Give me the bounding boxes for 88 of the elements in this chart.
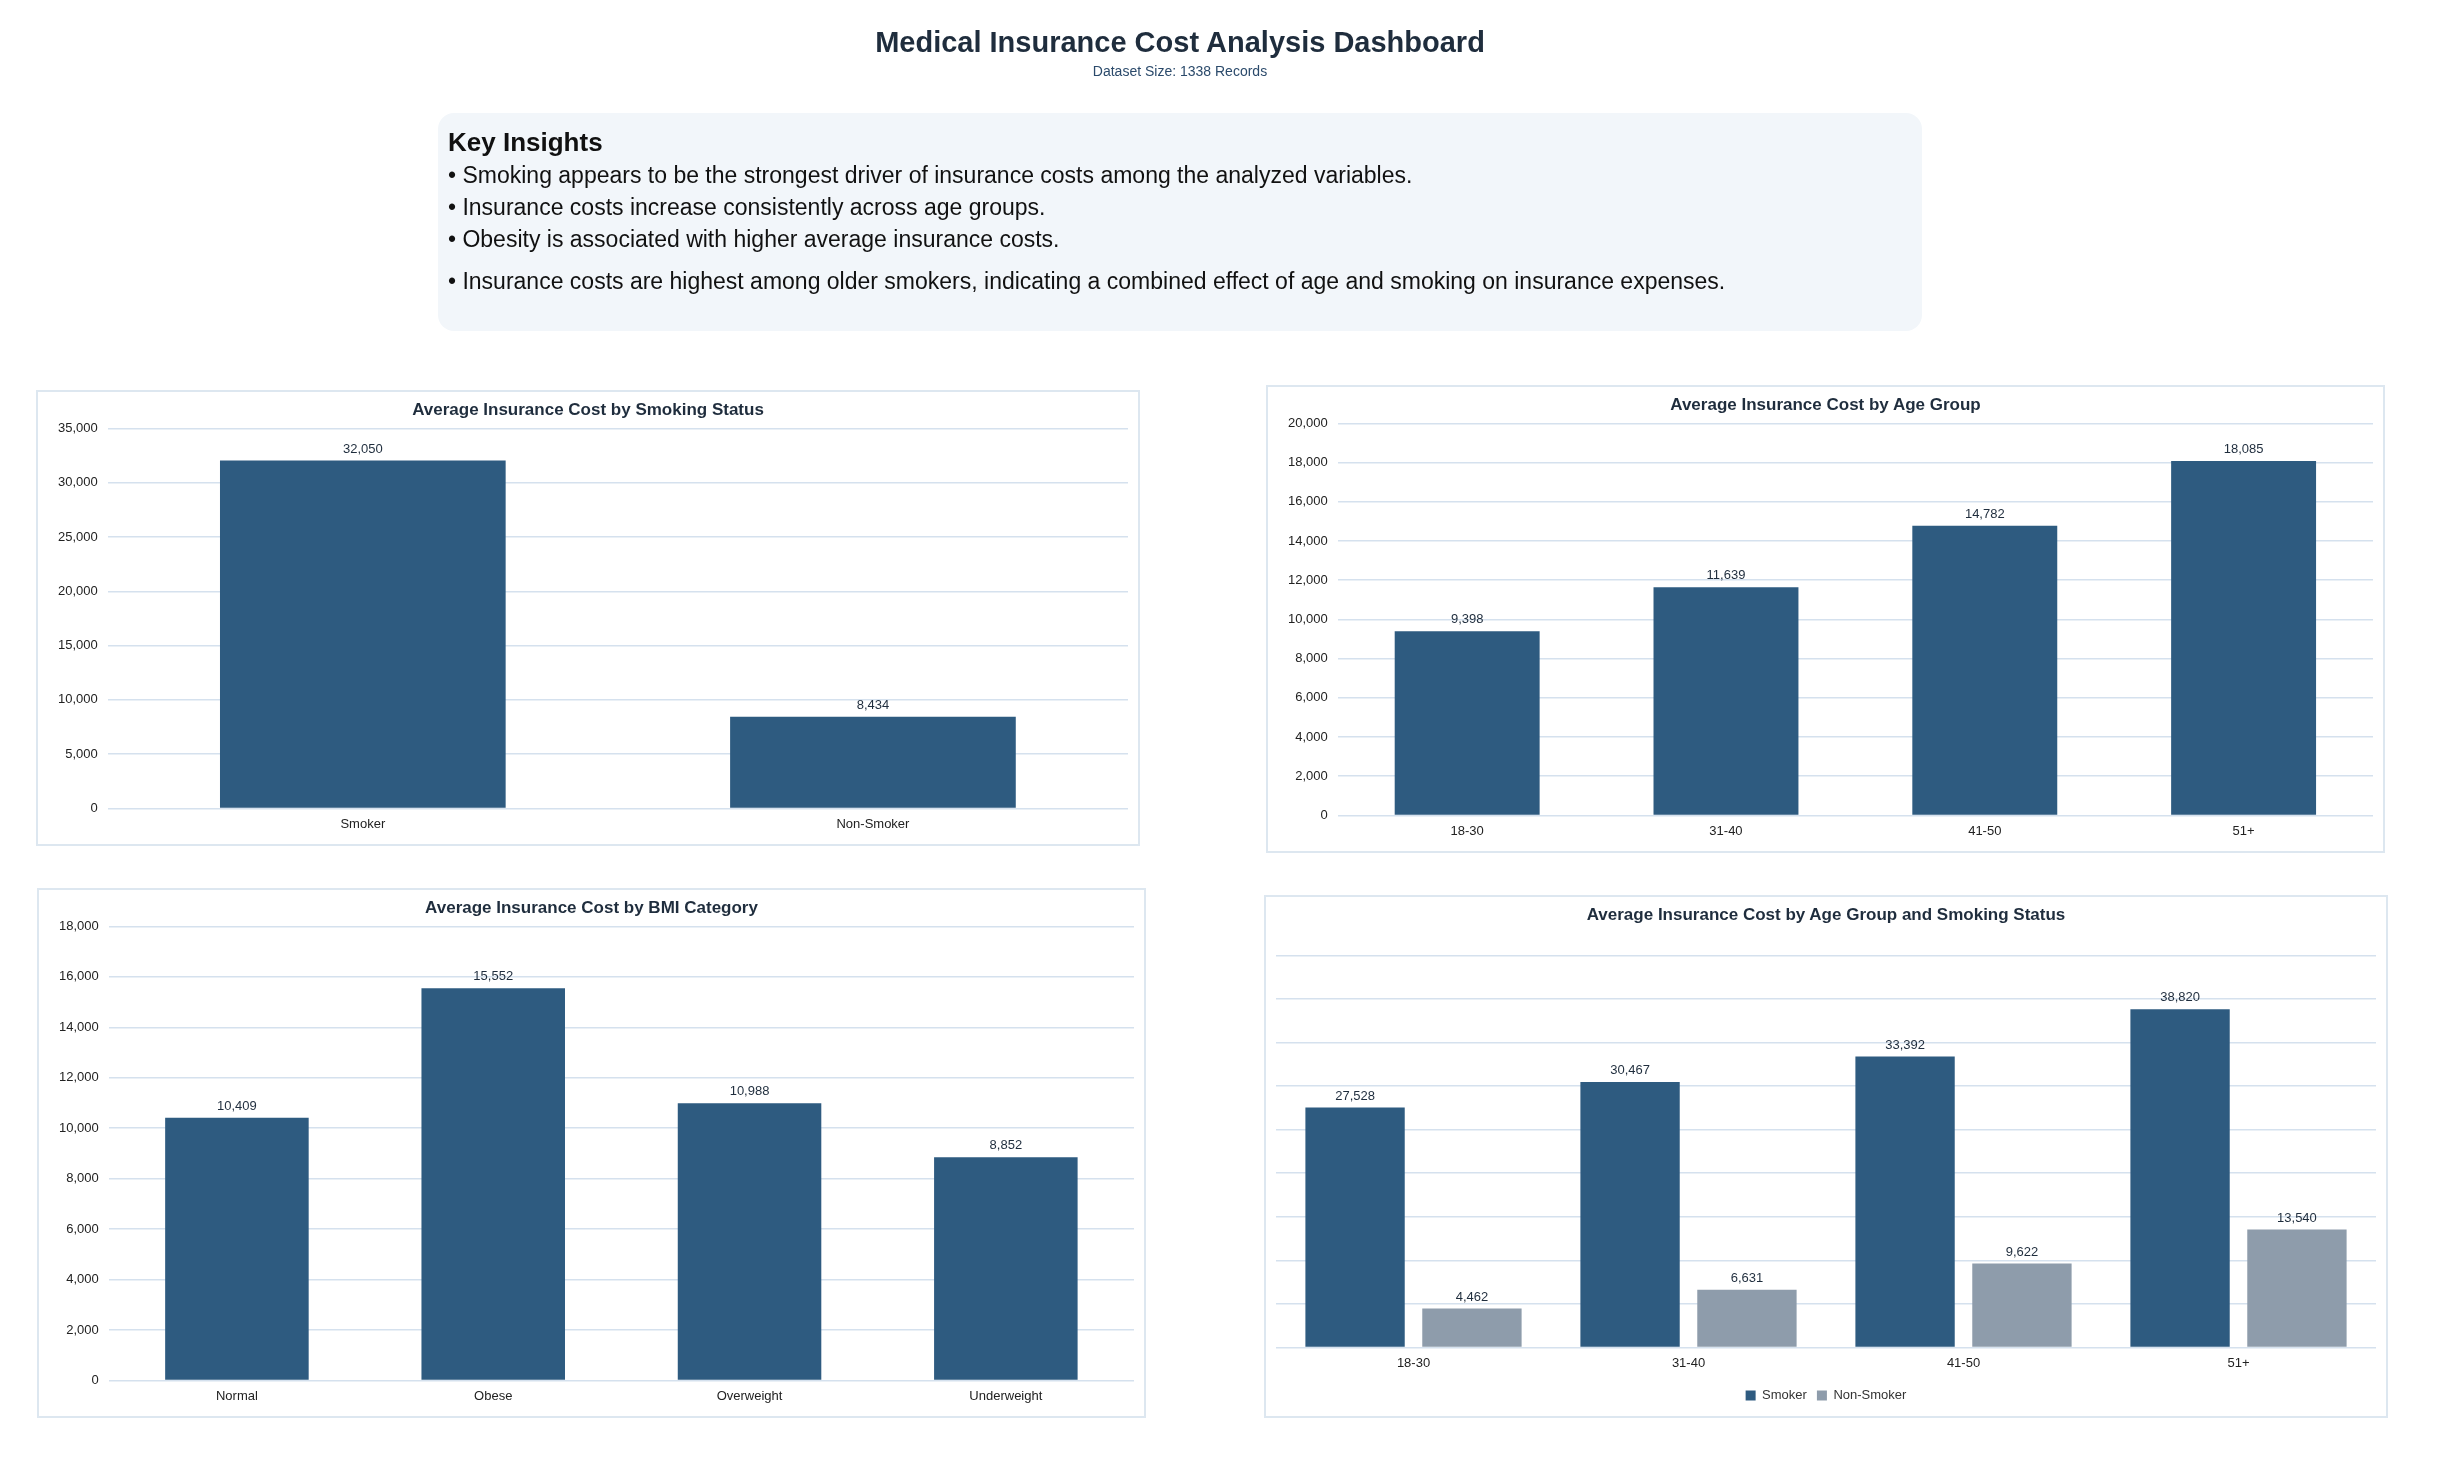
- y-tick-label: 0: [90, 799, 98, 815]
- y-tick-label: 14,000: [1288, 532, 1328, 548]
- x-tick-label: 31-40: [1709, 822, 1743, 838]
- y-tick-label: 25,000: [58, 528, 98, 544]
- y-tick-label: 14,000: [59, 1018, 99, 1034]
- y-tick-label: 20,000: [1288, 414, 1328, 430]
- bar: [421, 988, 565, 1380]
- text: Medical Insurance Cost Analysis Dashboard: [874, 26, 1486, 59]
- x-tick-label: 31-40: [1671, 1354, 1706, 1370]
- chart-title: Average Insurance Cost by Age Group and Smoking Status: [1586, 904, 2066, 924]
- data-label: 38,820: [2160, 989, 2200, 1005]
- bar: [1912, 525, 2058, 815]
- x-tick-label: 18-30: [1450, 822, 1484, 838]
- bar: [1305, 1107, 1405, 1347]
- y-tick-label: 16,000: [1288, 493, 1328, 509]
- data-label: 9,622: [2005, 1243, 2039, 1259]
- y-tick-label: 8,000: [66, 1170, 99, 1186]
- y-tick-label: 20,000: [58, 582, 98, 598]
- y-tick-label: 10,000: [58, 691, 98, 707]
- x-tick-label: Overweight: [716, 1387, 783, 1403]
- y-tick-label: 10,000: [59, 1119, 99, 1135]
- data-label: 30,467: [1610, 1062, 1650, 1078]
- bar: [1394, 631, 1540, 815]
- text: • Obesity is associated with higher average insurance costs.: [448, 225, 1061, 254]
- chart-title: Average Insurance Cost by Smoking Status: [412, 399, 764, 419]
- y-tick-label: 2,000: [66, 1321, 99, 1337]
- y-tick-label: 18,000: [1288, 454, 1328, 470]
- data-label: 15,552: [473, 968, 514, 984]
- text: Dataset Size: 1338 Records: [1091, 63, 1269, 79]
- bar: [1697, 1289, 1797, 1347]
- y-tick-label: 12,000: [1288, 571, 1328, 587]
- chart-title: Average Insurance Cost by BMI Category: [425, 897, 759, 917]
- data-label: 4,462: [1455, 1288, 1489, 1304]
- bar: [934, 1157, 1078, 1380]
- data-label: 10,988: [729, 1083, 770, 1099]
- y-tick-label: 18,000: [59, 917, 99, 933]
- y-tick-label: 15,000: [58, 637, 98, 653]
- bar: [2130, 1009, 2230, 1347]
- data-label: 32,050: [342, 440, 383, 456]
- data-label: 9,398: [1450, 611, 1484, 627]
- y-tick-label: 0: [1320, 806, 1328, 822]
- bar: [165, 1117, 309, 1380]
- bar: [677, 1103, 822, 1380]
- data-label: 33,392: [1885, 1036, 1925, 1052]
- data-label: 14,782: [1964, 505, 2005, 521]
- bar: [1580, 1082, 1680, 1347]
- y-tick-label: 0: [91, 1371, 99, 1387]
- y-tick-label: 16,000: [59, 968, 99, 984]
- x-tick-label: 51+: [2232, 822, 2255, 838]
- data-label: 13,540: [2277, 1209, 2317, 1225]
- x-tick-label: 41-50: [1946, 1354, 1981, 1370]
- bar: [2171, 460, 2317, 815]
- y-tick-label: 6,000: [1295, 689, 1328, 705]
- y-tick-label: 10,000: [1288, 610, 1328, 626]
- data-label: 8,434: [856, 696, 890, 712]
- text: • Insurance costs are highest among older smokers, indicating a combined effect of age and smoking on insurance expenses.: [448, 267, 1727, 296]
- y-tick-label: 6,000: [66, 1220, 99, 1236]
- data-label: 18,085: [2223, 441, 2264, 457]
- x-tick-label: 41-50: [1968, 822, 2002, 838]
- text: • Smoking appears to be the strongest driver of insurance costs among the analyzed variables.: [448, 161, 1414, 190]
- y-tick-label: 8,000: [1295, 650, 1328, 666]
- x-tick-label: 18-30: [1396, 1354, 1431, 1370]
- y-tick-label: 4,000: [1295, 728, 1328, 744]
- data-label: 27,528: [1335, 1087, 1375, 1103]
- y-tick-label: 30,000: [58, 474, 98, 490]
- bar: [1653, 587, 1799, 815]
- bar: [1855, 1056, 1955, 1347]
- y-tick-label: 5,000: [65, 745, 98, 761]
- x-tick-label: 51+: [2227, 1354, 2250, 1370]
- bar: [1422, 1308, 1522, 1347]
- x-tick-label: Normal: [215, 1387, 258, 1403]
- y-tick-label: 4,000: [66, 1271, 99, 1287]
- data-label: 8,852: [989, 1137, 1023, 1153]
- x-tick-label: Smoker: [340, 815, 386, 831]
- data-label: 11,639: [1706, 567, 1746, 583]
- bar: [1972, 1263, 2072, 1347]
- x-tick-label: Underweight: [969, 1387, 1043, 1403]
- y-tick-label: 35,000: [58, 419, 98, 435]
- x-tick-label: Obese: [474, 1387, 513, 1403]
- chart-title: Average Insurance Cost by Age Group: [1670, 394, 1981, 414]
- bar: [2247, 1229, 2347, 1347]
- text: Key Insights: [448, 126, 604, 159]
- data-label: 10,409: [217, 1097, 257, 1113]
- y-tick-label: 12,000: [59, 1069, 99, 1085]
- text: • Insurance costs increase consistently across age groups.: [448, 193, 1047, 222]
- data-label: 6,631: [1730, 1269, 1764, 1285]
- x-tick-label: Non-Smoker: [836, 815, 911, 831]
- y-tick-label: 2,000: [1295, 767, 1328, 783]
